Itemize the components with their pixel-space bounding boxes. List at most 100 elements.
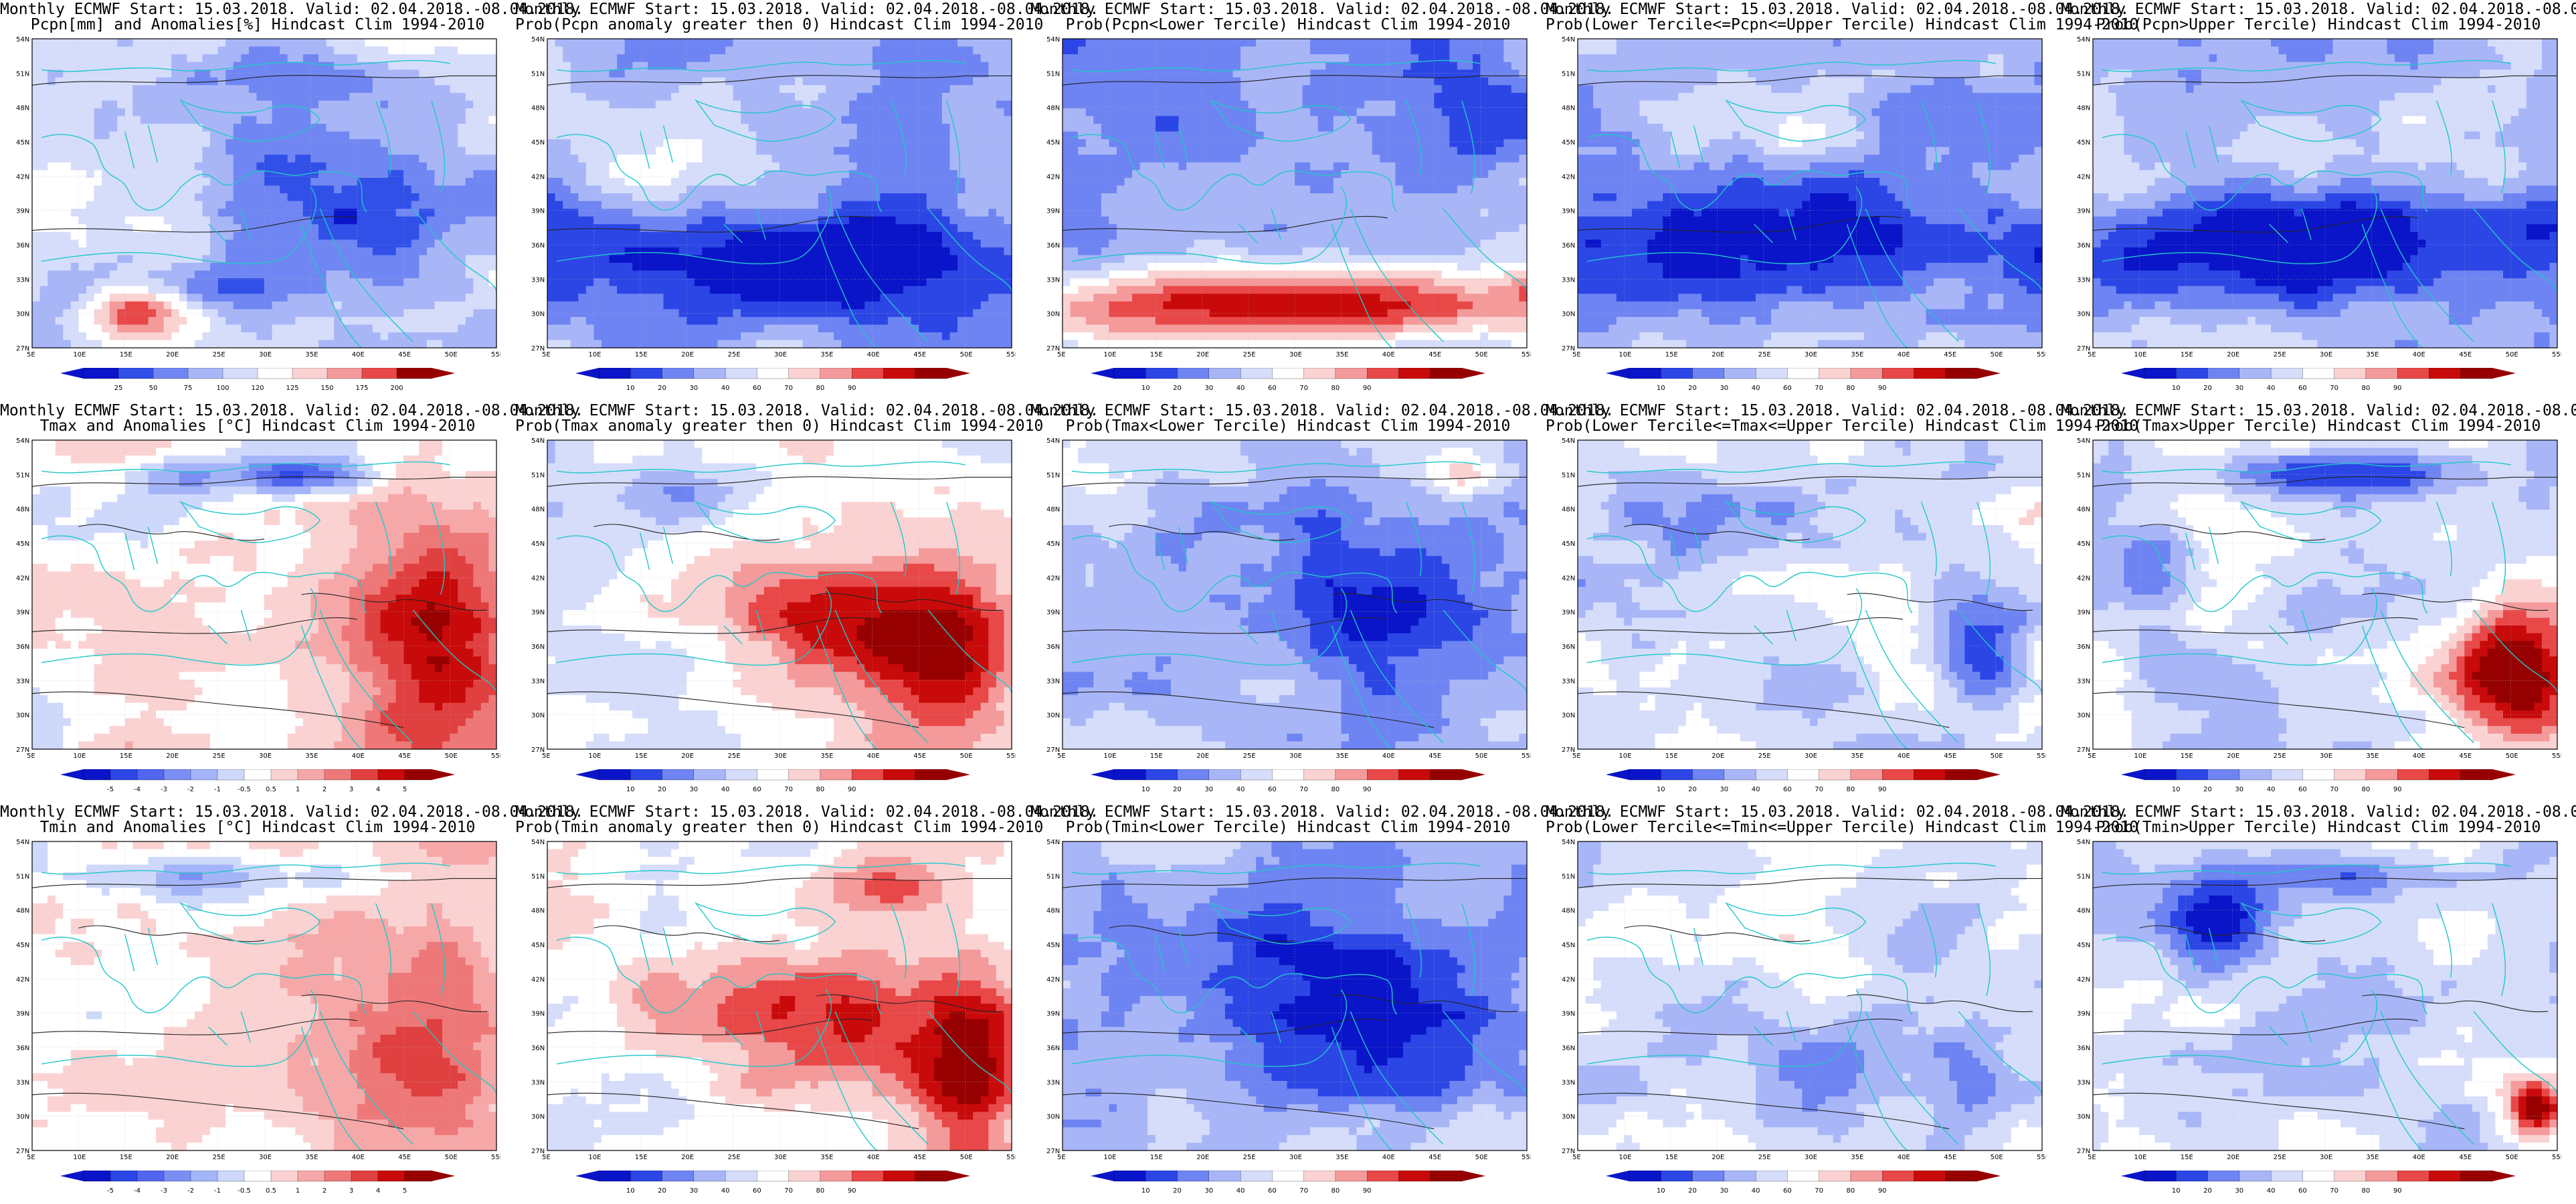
colorbar-swatch bbox=[1113, 1171, 1146, 1182]
color-scale-bar: 10 20 30 40 60 70 80 90 bbox=[575, 769, 970, 793]
lat-label: 39N bbox=[531, 609, 545, 617]
lon-label: 45E bbox=[1944, 1154, 1956, 1161]
colorbar-swatch bbox=[820, 368, 852, 379]
colorbar-swatch bbox=[324, 1171, 352, 1182]
colorbar-arrow-left bbox=[2121, 1171, 2144, 1181]
color-scale-bar: 10 20 30 40 60 70 80 90 bbox=[575, 368, 970, 392]
contour-lines bbox=[2093, 76, 2557, 232]
field-shading bbox=[1578, 39, 2043, 348]
lat-label: 54N bbox=[1562, 36, 1575, 43]
colorbar-label: 60 bbox=[753, 1187, 761, 1195]
colorbar-label: 40 bbox=[2267, 1187, 2276, 1195]
lon-label: 50E bbox=[1991, 351, 2003, 359]
lon-label: 40E bbox=[1382, 1154, 1395, 1161]
lon-label: 5E bbox=[1057, 351, 1066, 359]
colorbar-label: 175 bbox=[355, 385, 368, 392]
colorbar-arrow-left bbox=[60, 1171, 84, 1181]
colorbar-label: 0.5 bbox=[266, 786, 276, 793]
lon-label: 20E bbox=[1196, 1154, 1209, 1161]
colorbar-swatch bbox=[788, 368, 821, 379]
colorbar-label: 10 bbox=[2172, 786, 2181, 793]
lat-label: 42N bbox=[1562, 173, 1575, 181]
colorbar-swatch bbox=[270, 769, 298, 781]
lon-label: 30E bbox=[259, 1154, 272, 1161]
lon-label: 20E bbox=[2227, 1154, 2239, 1161]
lon-label: 10E bbox=[2134, 752, 2146, 760]
colorbar-swatch bbox=[852, 1171, 885, 1182]
coastlines bbox=[557, 863, 1012, 1150]
colorbar-swatch bbox=[1724, 769, 1756, 781]
colorbar-swatch bbox=[1755, 368, 1788, 379]
lat-label: 39N bbox=[16, 1011, 29, 1018]
lat-label: 54N bbox=[2077, 36, 2090, 43]
lon-label: 45E bbox=[398, 1154, 411, 1161]
lon-label: 15E bbox=[2181, 752, 2193, 760]
colorbar-swatch bbox=[187, 368, 223, 379]
lat-label: 30N bbox=[1046, 311, 1060, 318]
colorbar-arrow-right bbox=[947, 368, 970, 379]
lat-label: 45N bbox=[1046, 540, 1060, 548]
colorbar-swatch bbox=[1398, 368, 1431, 379]
map-panel: Monthly ECMWF Start: 15.03.2018. Valid: … bbox=[1030, 803, 1614, 1204]
lat-label: 45N bbox=[16, 942, 29, 949]
colorbar-swatch bbox=[217, 769, 245, 781]
lat-label: 30N bbox=[16, 311, 29, 318]
coastlines bbox=[1587, 60, 2042, 348]
colorbar-label: 20 bbox=[1173, 786, 1182, 793]
lat-label: 45N bbox=[2077, 139, 2090, 146]
lon-label: 25E bbox=[2274, 351, 2286, 359]
colorbar-swatch bbox=[1240, 769, 1273, 781]
lat-label: 39N bbox=[1046, 208, 1060, 215]
lon-label: 10E bbox=[73, 752, 86, 760]
lat-label: 51N bbox=[1562, 70, 1575, 78]
lat-label: 39N bbox=[531, 1011, 545, 1018]
color-scale-bar: 10 20 30 40 60 70 80 90 bbox=[2121, 769, 2516, 793]
lat-label: 42N bbox=[531, 575, 545, 582]
lat-label: 33N bbox=[1046, 678, 1060, 685]
colorbar-swatch bbox=[1177, 1171, 1210, 1182]
contour-lines bbox=[1578, 76, 2042, 232]
lon-label: 10E bbox=[73, 1154, 86, 1161]
colorbar-swatch bbox=[598, 769, 631, 781]
colorbar-label: -1 bbox=[214, 786, 221, 793]
colorbar-swatch bbox=[1629, 368, 1661, 379]
colorbar-label: 60 bbox=[2298, 385, 2307, 392]
lat-label: 27N bbox=[16, 1148, 29, 1155]
lat-label: 45N bbox=[1046, 139, 1060, 146]
lon-label: 35E bbox=[1851, 1154, 1863, 1161]
colorbar-arrow-right bbox=[432, 368, 455, 379]
lon-label: 40E bbox=[2413, 351, 2425, 359]
lon-label: 25E bbox=[728, 1154, 741, 1161]
colorbar-label: -2 bbox=[187, 786, 194, 793]
field-shading bbox=[1063, 39, 1528, 348]
lon-label: 30E bbox=[259, 752, 272, 760]
lon-label: 25E bbox=[1243, 752, 1256, 760]
colorbar-label: 10 bbox=[626, 385, 635, 392]
colorbar-label: -5 bbox=[107, 1187, 114, 1195]
colorbar-swatch bbox=[2270, 1171, 2304, 1182]
colorbar-swatch bbox=[327, 368, 363, 379]
graticule bbox=[547, 440, 1012, 749]
panel-title-line2: Prob(Lower Tercile<=Tmax<=Upper Tercile)… bbox=[1546, 418, 2138, 434]
colorbar-swatch bbox=[110, 1171, 138, 1182]
colorbar-swatch bbox=[757, 368, 790, 379]
colorbar-swatch bbox=[598, 1171, 631, 1182]
colorbar-label: 30 bbox=[1204, 1187, 1213, 1195]
lon-label: 35E bbox=[820, 752, 833, 760]
lon-label: 20E bbox=[166, 1154, 179, 1161]
lat-label: 51N bbox=[531, 70, 545, 78]
colorbar-label: 80 bbox=[1331, 1187, 1340, 1195]
colorbar-arrow-right bbox=[432, 769, 455, 780]
coastlines bbox=[557, 462, 1012, 749]
colorbar-swatch bbox=[1367, 368, 1400, 379]
lon-label: 50E bbox=[960, 351, 973, 359]
lat-label: 36N bbox=[16, 1045, 29, 1052]
colorbar-label: 90 bbox=[848, 1187, 856, 1195]
colorbar-swatch bbox=[2429, 1171, 2462, 1182]
colorbar-swatch bbox=[1398, 769, 1431, 781]
lat-label: 54N bbox=[531, 839, 545, 846]
colorbar-swatch bbox=[1914, 769, 1946, 781]
lon-label: 50E bbox=[1475, 752, 1488, 760]
